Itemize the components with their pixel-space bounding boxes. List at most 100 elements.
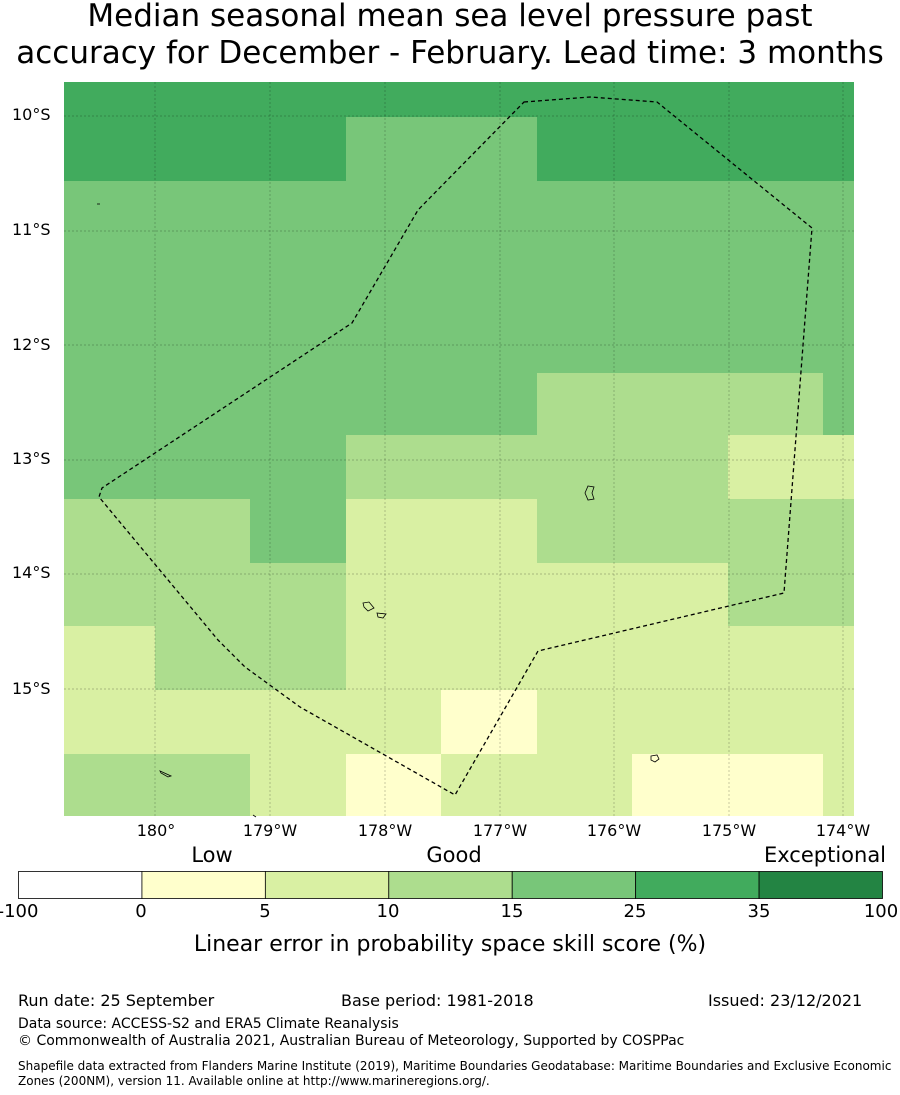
colorbar-segment [141,871,266,899]
issued-date: Issued: 23/12/2021 [708,991,863,1010]
skill-cell [64,435,155,499]
skill-cell [250,690,346,754]
skill-cell [155,181,250,245]
colorbar-segment [511,871,637,899]
colorbar-tick: 100 [863,901,899,922]
skill-cell [441,82,537,117]
island-outline [159,770,173,778]
skill-cell [728,690,823,754]
colorbar-tick: -100 [0,901,39,922]
skill-cell [632,499,728,563]
skill-cell [537,435,632,499]
skill-cell [537,373,632,435]
lon-label: 178°W [357,821,413,840]
skill-cell [64,245,155,309]
skill-cell [346,245,441,309]
skill-cell [537,499,632,563]
map-title-line2: accuracy for December - February. Lead t… [16,35,884,71]
skill-cell [346,117,441,181]
lon-label: 180° [136,821,176,840]
colorbar-tick: 0 [135,901,147,922]
run-date: Run date: 25 September [18,991,215,1010]
skill-cell [155,626,250,690]
skill-cell [346,754,441,816]
skill-cell [64,181,155,245]
skill-cell [728,754,823,816]
skill-cell [346,435,441,499]
skill-cell [537,181,632,245]
skill-cell [64,117,155,181]
skill-cell [632,82,728,117]
lat-label: 11°S [12,220,51,239]
skill-cell [155,309,250,373]
skill-cell [823,181,854,245]
lon-label: 176°W [586,821,642,840]
skill-cell [441,626,537,690]
skill-cell [823,245,854,309]
skill-cell [632,117,728,181]
skill-cell [64,309,155,373]
colorbar-tick: 5 [259,901,271,922]
skill-cell [441,563,537,626]
skill-cell [250,245,346,309]
lat-label: 15°S [12,679,51,698]
island-outline [362,601,375,612]
skill-cell [728,499,823,563]
skill-cell [632,563,728,626]
skill-cell [250,181,346,245]
skill-cell [346,82,441,117]
skill-cell [155,435,250,499]
skill-cell [728,245,823,309]
skill-cell [441,499,537,563]
skill-cell [537,754,632,816]
skill-cell [64,373,155,435]
skill-cell [155,373,250,435]
lat-label: 13°S [12,449,51,468]
skill-cell [64,82,155,117]
skill-cell [441,435,537,499]
skill-cell [632,754,728,816]
shapefile-credit: Shapefile data extracted from Flanders M… [18,1059,892,1088]
island-outline [376,612,387,619]
skill-cell [441,309,537,373]
skill-cell [823,373,854,435]
skill-cell [441,117,537,181]
skill-cell [537,245,632,309]
skill-cell [346,690,441,754]
skill-cell [632,626,728,690]
island-outline [584,485,595,501]
skill-cell [823,82,854,117]
skill-cell [537,309,632,373]
skill-cell [728,82,823,117]
skill-cell [728,117,823,181]
skill-cell [64,499,155,563]
colorbar-tick: 25 [623,901,647,922]
skill-cell [632,373,728,435]
skill-grid [64,82,854,816]
skill-cell [632,309,728,373]
skill-cell [64,626,155,690]
legend-category-low: Low [191,843,233,867]
lon-label: 175°W [701,821,757,840]
island-outline [252,814,257,818]
lon-label: 177°W [472,821,528,840]
colorbar-tick: 15 [500,901,524,922]
skill-cell [441,373,537,435]
skill-cell [346,499,441,563]
skill-cell [441,754,537,816]
skill-cell [537,563,632,626]
skill-cell [823,626,854,690]
lat-label: 14°S [12,563,51,582]
skill-cell [250,82,346,117]
skill-cell [155,117,250,181]
island-outline [650,754,660,763]
colorbar-segment [758,871,883,899]
skill-cell [155,499,250,563]
skill-cell [728,435,823,499]
skill-cell [632,181,728,245]
skill-cell [155,754,250,816]
skill-cell [250,117,346,181]
colorbar [18,871,883,899]
skill-cell [537,690,632,754]
colorbar-title: Linear error in probability space skill … [193,932,707,957]
